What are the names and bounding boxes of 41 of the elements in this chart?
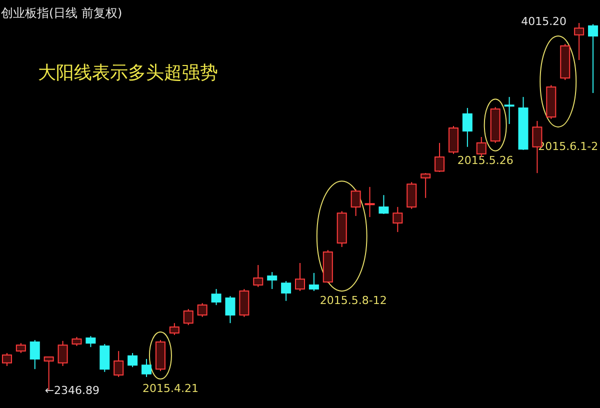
candlestick <box>16 342 26 354</box>
candlestick <box>142 358 152 378</box>
candlestick <box>308 272 319 292</box>
candlestick <box>225 296 236 324</box>
candlestick <box>350 188 361 216</box>
candlestick <box>128 352 138 368</box>
candlestick <box>253 264 264 288</box>
candlestick <box>114 350 124 378</box>
candlestick <box>86 336 96 348</box>
annotation: 2015.5.26 <box>457 154 514 167</box>
candlestick <box>434 142 445 172</box>
candlestick <box>211 288 222 306</box>
candlestick <box>448 125 458 154</box>
candlestick <box>58 340 68 366</box>
candlestick <box>392 206 403 233</box>
annotation: 2015.4.21 <box>142 382 198 396</box>
chart-title: 创业板指(日线 前复权) <box>1 6 122 20</box>
candlestick <box>504 96 514 125</box>
candlestick <box>267 272 278 290</box>
candlestick <box>295 262 305 292</box>
annotation: ←2346.89 <box>44 384 100 397</box>
candlestick <box>30 340 40 370</box>
candlestick <box>2 352 12 366</box>
candlestick <box>281 280 292 302</box>
candlestick <box>406 182 417 210</box>
annotation: 大阳线表示多头超强势 <box>38 62 218 84</box>
candlestick <box>169 322 180 336</box>
candlestick <box>100 344 110 372</box>
candlestick <box>588 24 598 94</box>
candlestick <box>183 308 194 326</box>
annotation: 4015.20 <box>521 15 567 28</box>
candlestick <box>197 302 208 318</box>
candlestick <box>378 194 389 214</box>
candlestick <box>574 22 584 60</box>
candlestick <box>239 288 250 318</box>
candlestick <box>364 186 375 218</box>
candlestick <box>420 172 431 198</box>
annotation: 2015.6.1-2 <box>538 140 598 153</box>
annotation: 2015.5.8-12 <box>320 294 387 308</box>
candlestick <box>72 336 82 346</box>
candlestick <box>462 107 472 148</box>
